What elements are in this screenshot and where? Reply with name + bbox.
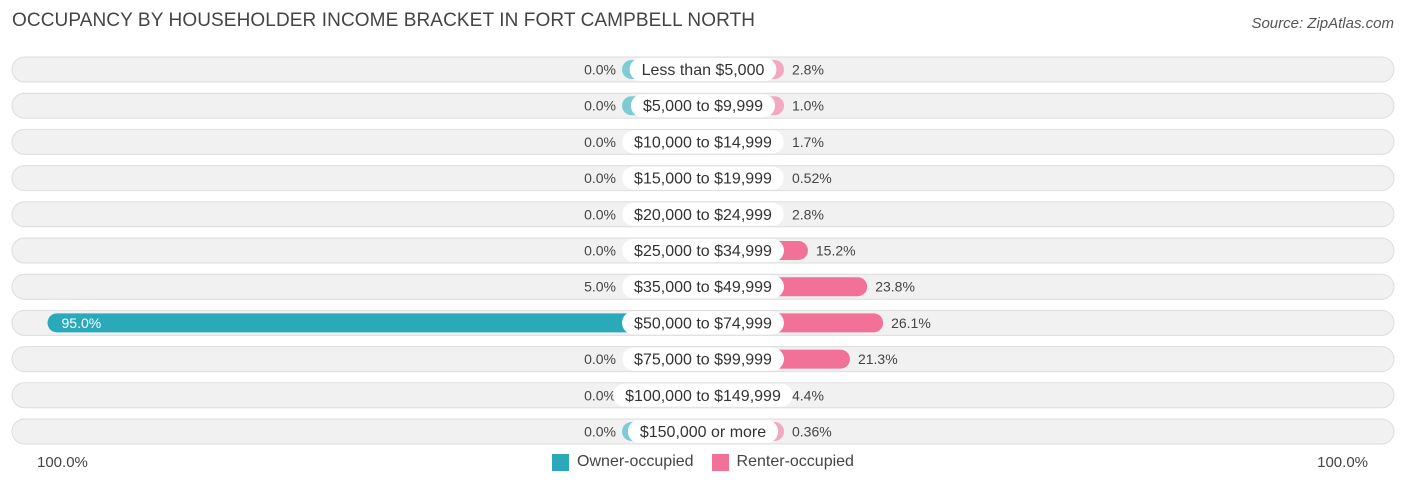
- renter-value-label: 26.1%: [891, 315, 931, 331]
- renter-value-label: 4.4%: [792, 387, 824, 403]
- renter-value-label: 1.7%: [792, 134, 824, 150]
- category-pill: [622, 130, 784, 154]
- source-credit: Source: ZipAtlas.com: [1251, 15, 1394, 32]
- category-label: $20,000 to $24,999: [634, 207, 772, 224]
- category-label: $25,000 to $34,999: [634, 243, 772, 260]
- owner-value-label: 0.0%: [584, 206, 616, 222]
- category-label: $35,000 to $49,999: [634, 279, 772, 296]
- renter-value-label: 15.2%: [816, 243, 856, 259]
- owner-value-label: 0.0%: [584, 170, 616, 186]
- legend-item-renter: Renter-occupied: [711, 453, 854, 471]
- category-pill: [622, 311, 784, 335]
- owner-value-label: 0.0%: [584, 387, 616, 403]
- legend-label-owner: Owner-occupied: [577, 453, 694, 470]
- legend-swatch-owner: [552, 453, 570, 471]
- owner-value-label: 0.0%: [584, 351, 616, 367]
- category-pill: [630, 94, 776, 118]
- renter-value-label: 0.36%: [792, 424, 832, 440]
- owner-value-label: 95.0%: [62, 315, 102, 331]
- category-label: $75,000 to $99,999: [634, 352, 772, 369]
- category-label: $5,000 to $9,999: [643, 98, 763, 115]
- renter-value-label: 21.3%: [858, 351, 898, 367]
- category-label: $10,000 to $14,999: [634, 134, 772, 151]
- category-pill: [622, 166, 784, 190]
- axis-right-label: 100.0%: [1317, 454, 1368, 471]
- category-pill: [622, 347, 784, 371]
- category-label: Less than $5,000: [642, 62, 765, 79]
- owner-value-label: 0.0%: [584, 424, 616, 440]
- chart-title: OCCUPANCY BY HOUSEHOLDER INCOME BRACKET …: [12, 10, 756, 31]
- owner-value-label: 0.0%: [584, 62, 616, 78]
- owner-value-label: 0.0%: [584, 134, 616, 150]
- category-pill: [629, 58, 777, 81]
- axis-left-label: 100.0%: [37, 454, 88, 471]
- renter-value-label: 0.52%: [792, 170, 832, 186]
- category-pill: [622, 239, 784, 262]
- owner-bar: [47, 313, 703, 333]
- renter-value-label: 23.8%: [875, 279, 915, 295]
- legend-label-renter: Renter-occupied: [736, 453, 854, 470]
- renter-value-label: 2.8%: [792, 62, 824, 78]
- legend: Owner-occupied Renter-occupied: [0, 453, 1406, 471]
- legend-swatch-renter: [711, 453, 729, 471]
- category-label: $100,000 to $149,999: [625, 388, 781, 405]
- category-label: $15,000 to $19,999: [634, 171, 772, 188]
- bar-chart: 0.0% 2.8% Less than $5,000 0.0% 1.0% $5,000 t…: [11, 56, 1395, 445]
- renter-value-label: 2.8%: [792, 206, 824, 222]
- owner-value-label: 0.0%: [584, 243, 616, 259]
- owner-value-label: 5.0%: [584, 279, 616, 295]
- category-pill: [627, 420, 779, 443]
- category-pill: [613, 383, 793, 407]
- category-pill: [622, 202, 784, 226]
- owner-value-label: 0.0%: [584, 98, 616, 114]
- renter-value-label: 1.0%: [792, 98, 824, 114]
- category-label: $150,000 or more: [640, 424, 766, 441]
- category-label: $50,000 to $74,999: [634, 315, 772, 332]
- category-pill: [622, 275, 784, 299]
- legend-item-owner: Owner-occupied: [552, 453, 694, 471]
